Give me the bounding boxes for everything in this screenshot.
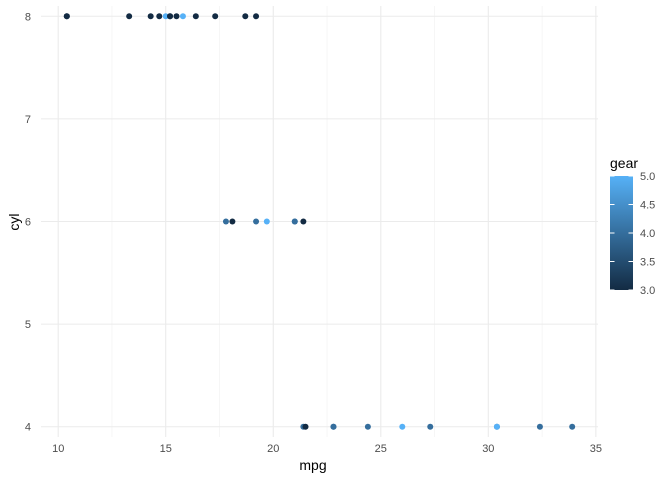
data-point — [536, 423, 543, 430]
data-point — [399, 423, 406, 430]
y-tick-label: 4 — [25, 422, 31, 434]
data-point — [167, 13, 174, 20]
x-tick-label: 25 — [375, 443, 387, 455]
y-tick-label: 8 — [25, 11, 31, 23]
data-point — [63, 13, 70, 20]
legend-label: 4.0 — [640, 228, 655, 240]
legend-label: 3.5 — [640, 257, 655, 269]
y-tick-label: 7 — [25, 114, 31, 126]
data-point — [253, 218, 260, 225]
data-point — [192, 13, 199, 20]
data-point — [302, 423, 309, 430]
x-tick-label: 10 — [52, 443, 64, 455]
data-points — [63, 13, 576, 430]
data-point — [253, 13, 260, 20]
y-tick-label: 6 — [25, 217, 31, 229]
data-point — [162, 13, 169, 20]
data-point — [291, 218, 298, 225]
legend-label: 4.5 — [640, 200, 655, 212]
data-point — [179, 13, 186, 20]
y-tick-label: 5 — [25, 319, 31, 331]
legend: gear 5.0 4.5 4.0 3.5 3.0 — [610, 155, 655, 297]
x-tick-label: 15 — [160, 443, 172, 455]
x-axis-tick-labels: 10 15 20 25 30 35 — [52, 443, 602, 455]
data-point — [569, 423, 576, 430]
legend-colorbar — [610, 176, 633, 290]
data-point — [427, 423, 434, 430]
x-tick-label: 35 — [590, 443, 602, 455]
data-point — [173, 13, 180, 20]
legend-label: 3.0 — [640, 285, 655, 297]
data-point — [222, 218, 229, 225]
y-axis-title: cyl — [6, 213, 22, 230]
legend-title: gear — [610, 155, 638, 171]
legend-ticks: 5.0 4.5 4.0 3.5 3.0 — [610, 171, 655, 297]
y-axis-tick-labels: 4 5 6 7 8 — [25, 11, 31, 433]
data-point — [229, 218, 236, 225]
data-point — [364, 423, 371, 430]
data-point — [156, 13, 163, 20]
x-axis-title: mpg — [299, 457, 326, 473]
data-point — [330, 423, 337, 430]
data-point — [242, 13, 249, 20]
major-gridlines — [41, 6, 598, 437]
x-tick-label: 20 — [267, 443, 279, 455]
data-point — [126, 13, 133, 20]
data-point — [300, 218, 307, 225]
data-point — [493, 423, 500, 430]
data-point — [212, 13, 219, 20]
legend-label: 5.0 — [640, 171, 655, 183]
x-tick-label: 30 — [482, 443, 494, 455]
data-point — [263, 218, 270, 225]
data-point — [147, 13, 154, 20]
